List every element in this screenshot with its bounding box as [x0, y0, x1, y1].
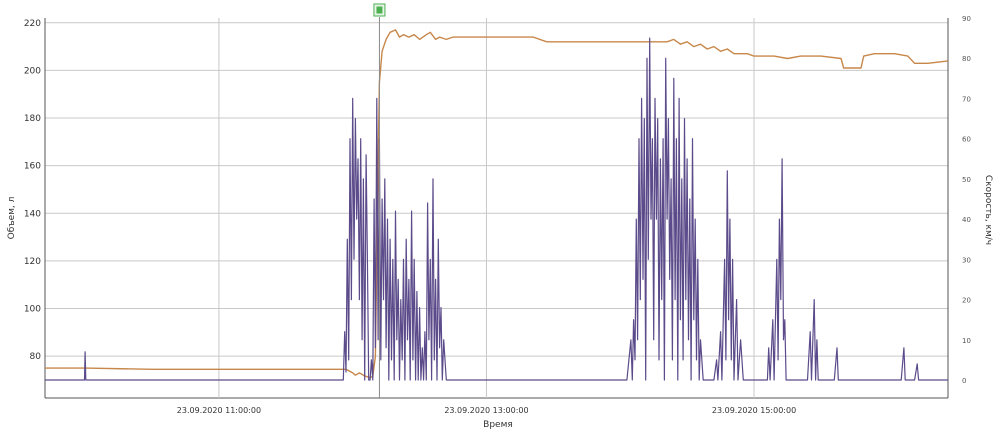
- y-axis-left: 80 100 120 140 160 180 200 220: [24, 19, 41, 362]
- x-tick-label: 23.09.2020 13:00:00: [444, 406, 528, 415]
- y-tick-label-right: 70: [962, 95, 971, 103]
- y-tick-label-right: 80: [962, 55, 971, 63]
- y-tick-label-right: 0: [962, 377, 966, 385]
- y-tick-label-left: 160: [24, 162, 41, 172]
- y-axis-left-title: Объем, л: [7, 197, 17, 240]
- y-axis-right: 0 10 20 30 40 50 60 70 80 90: [962, 15, 971, 385]
- y-tick-label-right: 40: [962, 216, 971, 224]
- x-tick-label: 23.09.2020 15:00:00: [712, 406, 796, 415]
- y-tick-label-left: 120: [24, 257, 41, 267]
- series-line-speed: [45, 37, 948, 381]
- y-tick-label-right: 60: [962, 136, 971, 144]
- y-tick-label-right: 10: [962, 337, 971, 345]
- y-tick-label-right: 50: [962, 176, 971, 184]
- marker-layer: [373, 3, 386, 398]
- y-tick-label-left: 80: [30, 352, 42, 362]
- x-axis-title: Время: [483, 420, 513, 430]
- series-line-volume: [45, 29, 949, 379]
- series-layer: [45, 29, 949, 381]
- y-tick-label-right: 90: [962, 15, 971, 23]
- y-tick-label-left: 100: [24, 305, 41, 315]
- y-tick-label-left: 200: [24, 66, 41, 76]
- y-tick-label-left: 220: [24, 19, 41, 29]
- y-tick-label-left: 140: [24, 209, 41, 219]
- fuel-pump-icon: [376, 6, 383, 14]
- y-tick-label-left: 180: [24, 114, 41, 124]
- grid: [44, 18, 949, 399]
- x-tick-label: 23.09.2020 11:00:00: [177, 406, 261, 415]
- y-tick-label-right: 30: [962, 256, 971, 264]
- y-tick-label-right: 20: [962, 297, 971, 305]
- x-axis: 23.09.2020 11:00:00 23.09.2020 13:00:00 23…: [177, 406, 796, 415]
- y-axis-right-title: Скорость, км/ч: [983, 175, 993, 245]
